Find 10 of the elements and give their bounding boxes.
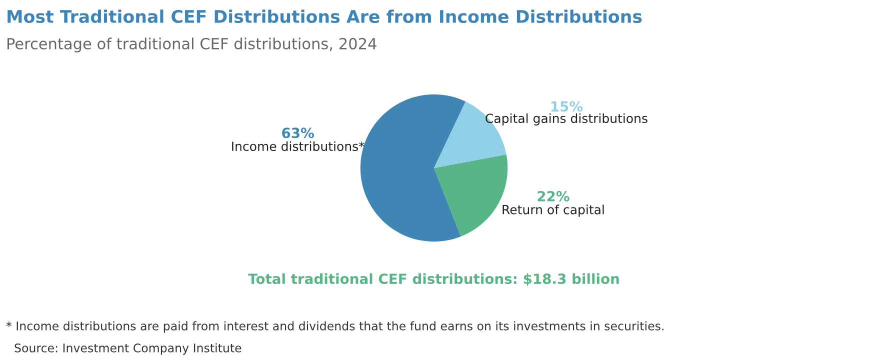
- data-label: 22%: [538, 190, 570, 202]
- text: * Income distributions are paid from interest and dividends that the fund earns on its investments in securities.: [6, 321, 664, 333]
- text: Total traditional CEF distributions: $18.3 billion: [248, 273, 619, 286]
- source-note: Source: Investment Company Institute: [14, 343, 242, 355]
- data-label: 15%: [551, 101, 583, 112]
- slice-label: Return of capital: [502, 204, 604, 217]
- slice-label: Capital gains distributions: [486, 113, 648, 126]
- data-label: 63%: [282, 128, 314, 138]
- chart-title: Most Traditional CEF Distributions Are from Income Distributions: [8, 10, 642, 24]
- chart-subtitle: Percentage of traditional CEF distributions, 2024: [8, 38, 376, 52]
